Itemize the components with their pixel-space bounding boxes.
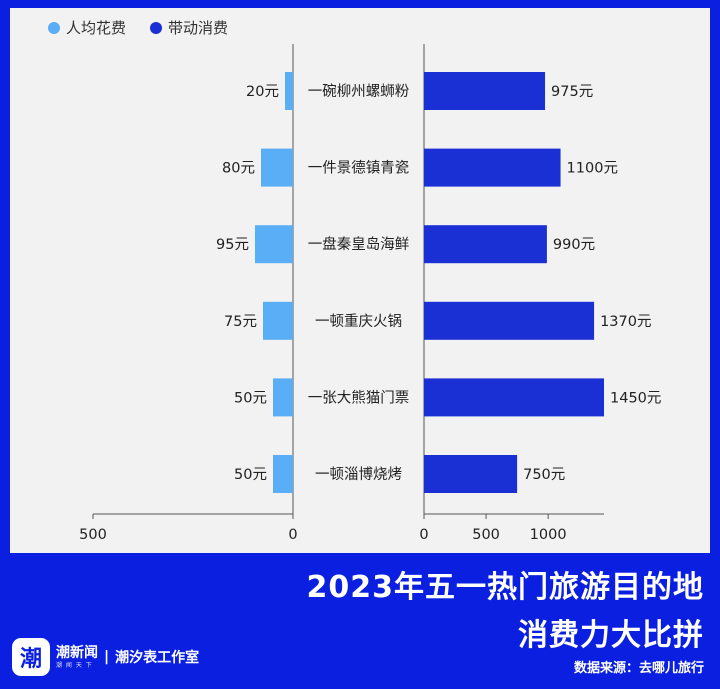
bar-driven — [424, 148, 561, 187]
data-label-driven: 1370元 — [600, 314, 651, 330]
bar-driven — [424, 378, 604, 417]
data-label-per-capita: 75元 — [224, 314, 257, 330]
left-tick-label: 0 — [288, 527, 297, 543]
data-label-per-capita: 50元 — [234, 390, 267, 406]
category-label: 一件景德镇青瓷 — [308, 160, 410, 177]
butterfly-bar-chart: 人均花费 带动消费 500 0 0 500 1000 20元 一碗柳州螺蛳粉 975元 80元 一件景… — [48, 19, 661, 543]
bar-per-capita — [263, 301, 293, 340]
brand-footer: 潮 潮新闻 潮 闻 天 下 | 潮汐表工作室 — [12, 636, 199, 678]
bar-driven — [424, 72, 546, 110]
chart-panel — [10, 8, 710, 553]
legend-marker-driven — [150, 22, 162, 34]
legend-label-driven: 带动消费 — [168, 19, 228, 37]
data-label-per-capita: 20元 — [246, 84, 279, 100]
category-label: 一盘秦皇岛海鲜 — [308, 235, 410, 253]
source-text: 数据来源：去哪儿旅行 — [573, 661, 704, 676]
right-tick-label: 1000 — [530, 527, 567, 543]
category-label: 一顿淄博烧烤 — [315, 466, 402, 483]
studio-name: 潮汐表工作室 — [115, 650, 200, 666]
bar-per-capita — [273, 455, 293, 493]
bar-driven — [424, 301, 595, 340]
data-label-per-capita: 50元 — [234, 467, 267, 483]
category-label: 一顿重庆火锅 — [315, 313, 402, 330]
brand-logo-icon: 潮 — [12, 638, 50, 676]
right-tick-label: 0 — [419, 527, 428, 543]
title-line-1: 2023年五一热门旅游目的地 — [306, 570, 704, 605]
bar-driven — [424, 455, 518, 493]
legend-label-per-capita: 人均花费 — [66, 19, 126, 37]
brand-name-box: 潮新闻 潮 闻 天 下 — [56, 645, 98, 670]
legend-marker-per-capita — [48, 22, 60, 34]
bar-per-capita — [261, 148, 293, 187]
data-label-driven: 1100元 — [567, 161, 618, 177]
data-label-driven: 990元 — [553, 237, 595, 253]
data-label-driven: 1450元 — [610, 390, 661, 406]
right-tick-label: 500 — [472, 527, 500, 543]
data-label-per-capita: 80元 — [222, 161, 255, 177]
data-label-per-capita: 95元 — [216, 237, 249, 253]
brand-name: 潮新闻 — [56, 644, 98, 661]
bar-per-capita — [285, 72, 293, 110]
category-label: 一张大熊猫门票 — [308, 389, 410, 406]
bar-driven — [424, 225, 547, 264]
data-label-driven: 975元 — [551, 84, 593, 100]
left-tick-label: 500 — [79, 527, 107, 543]
brand-separator: | — [104, 649, 110, 665]
bar-per-capita — [255, 225, 293, 264]
data-label-driven: 750元 — [523, 467, 565, 483]
category-label: 一碗柳州螺蛳粉 — [308, 83, 410, 100]
brand-slogan: 潮 闻 天 下 — [56, 661, 93, 669]
title-line-2: 消费力大比拼 — [518, 618, 704, 653]
bar-per-capita — [273, 378, 293, 417]
